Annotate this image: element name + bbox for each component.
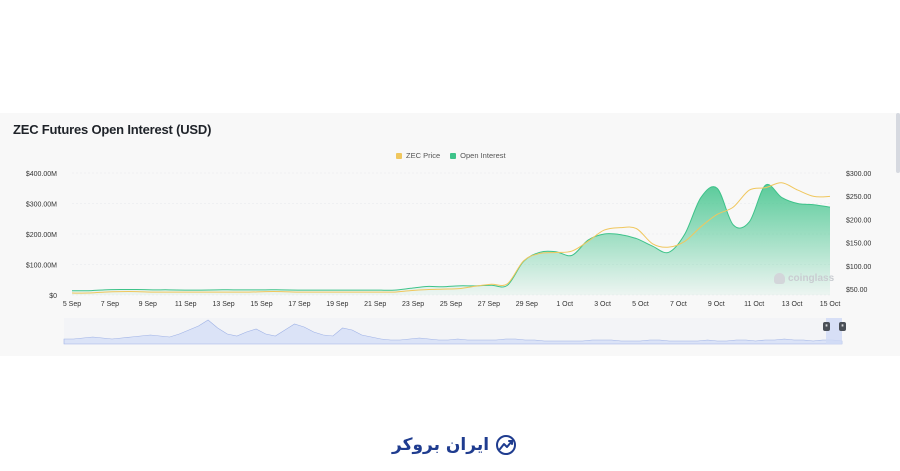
y-right-tick-label: $100.00: [846, 264, 871, 271]
x-tick-label: 13 Oct: [782, 301, 803, 308]
watermark-text: coinglass: [788, 273, 835, 284]
x-tick-label: 11 Oct: [744, 301, 764, 308]
legend-label-open-interest: Open Interest: [460, 151, 506, 160]
legend-item-open-interest[interactable]: Open Interest: [450, 151, 506, 160]
brand-logo: ایران بروکر: [392, 434, 517, 456]
y-left-tick-label: $100.00M: [26, 263, 57, 270]
open-interest-area: [72, 184, 830, 295]
page-scrollbar[interactable]: [896, 113, 900, 173]
legend-swatch-open-interest: [450, 152, 457, 159]
coinglass-logo-icon: [774, 273, 785, 284]
navigator-right-handle[interactable]: ⏸: [839, 322, 846, 331]
x-tick-label: 15 Oct: [820, 301, 841, 308]
x-tick-label: 19 Sep: [326, 301, 348, 308]
x-tick-label: 21 Sep: [364, 301, 386, 308]
y-right-tick-label: $250.00: [846, 194, 871, 201]
x-tick-label: 7 Sep: [101, 301, 119, 308]
coinglass-watermark: coinglass: [774, 273, 834, 284]
y-right-tick-label: $50.00: [846, 287, 868, 294]
x-tick-label: 13 Sep: [213, 301, 235, 308]
x-tick-label: 1 Oct: [556, 301, 573, 308]
y-right-tick-label: $150.00: [846, 241, 871, 248]
open-interest-chart: $0 $100.00M $200.00M $300.00M $400.00M $50.0…: [26, 171, 871, 345]
y-right-tick-label: $200.00: [846, 217, 871, 224]
zec-price-line: [71, 182, 831, 294]
x-tick-label: 27 Sep: [478, 301, 500, 308]
navigator-series: [63, 319, 843, 345]
range-navigator[interactable]: [63, 318, 843, 345]
legend-label-zec-price: ZEC Price: [406, 151, 441, 160]
series-layer: [71, 182, 831, 295]
x-tick-label: 15 Sep: [250, 301, 272, 308]
chart-legend: ZEC Price Open Interest: [396, 151, 506, 160]
x-tick-label: 9 Oct: [708, 301, 725, 308]
legend-item-zec-price[interactable]: ZEC Price: [396, 151, 440, 160]
x-tick-label: 5 Oct: [632, 301, 649, 308]
y-left-tick-label: $0: [49, 293, 57, 300]
y-axis-left: $0 $100.00M $200.00M $300.00M $400.00M: [26, 171, 57, 300]
x-tick-label: 3 Oct: [594, 301, 611, 308]
y-axis-right: $50.00 $100.00 $150.00 $200.00 $250.00 $300.0…: [846, 171, 871, 294]
brand-name: ایران بروکر: [392, 435, 490, 455]
x-tick-label: 9 Sep: [139, 301, 157, 308]
y-right-tick-label: $300.00: [846, 171, 871, 178]
chart-title: ZEC Futures Open Interest (USD): [13, 122, 212, 137]
x-tick-label: 5 Sep: [63, 301, 81, 308]
navigator-selected-range: [826, 318, 842, 344]
x-tick-label: 7 Oct: [670, 301, 687, 308]
navigator-left-handle[interactable]: ⏸: [823, 322, 830, 331]
x-tick-label: 29 Sep: [516, 301, 538, 308]
y-left-tick-label: $200.00M: [26, 232, 57, 239]
x-axis: 5 Sep 7 Sep 9 Sep 11 Sep 13 Sep 15 Sep 17 Sep 1…: [63, 301, 841, 308]
x-tick-label: 23 Sep: [402, 301, 424, 308]
chart-growth-icon: [496, 435, 517, 455]
y-left-tick-label: $300.00M: [26, 202, 57, 209]
x-tick-label: 11 Sep: [175, 301, 197, 308]
x-tick-label: 25 Sep: [440, 301, 462, 308]
x-tick-label: 17 Sep: [288, 301, 310, 308]
legend-swatch-zec-price: [396, 152, 402, 159]
y-left-tick-label: $400.00M: [26, 171, 57, 178]
open-interest-line: [71, 183, 831, 292]
